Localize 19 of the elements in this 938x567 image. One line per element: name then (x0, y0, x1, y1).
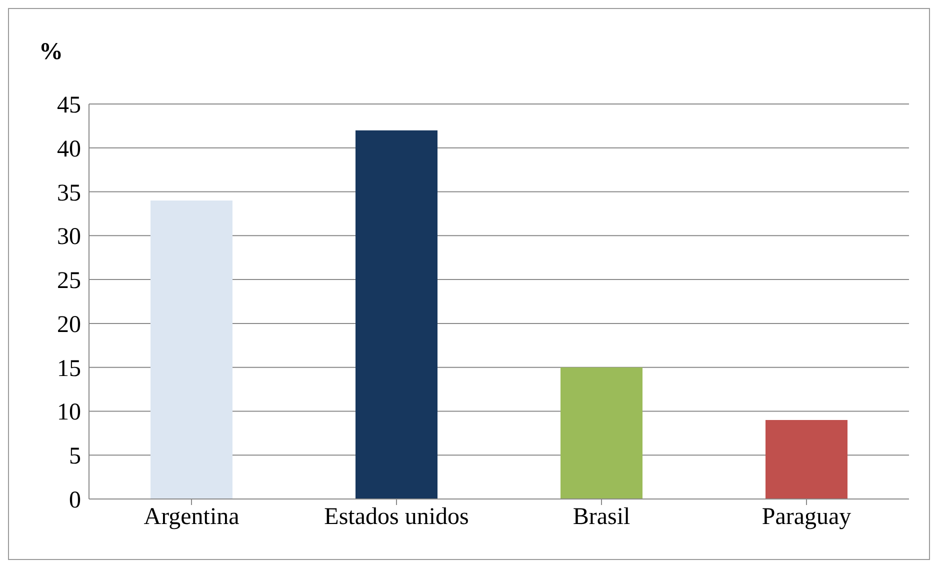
x-tick-label: Paraguay (762, 504, 852, 530)
x-tick-label: Argentina (144, 504, 240, 530)
y-tick-label: 30 (57, 224, 81, 250)
y-tick-label: 20 (57, 312, 81, 338)
x-tick-label: Estados unidos (324, 504, 469, 530)
x-tick-label: Brasil (572, 504, 630, 530)
y-tick-label: 15 (57, 356, 81, 382)
y-tick-label: 35 (57, 180, 81, 206)
y-tick-label: 45 (57, 92, 81, 119)
bar (766, 420, 848, 499)
bar (150, 200, 232, 499)
bar (560, 367, 642, 499)
y-axis-title: % (39, 39, 63, 66)
bar (356, 130, 438, 499)
y-tick-label: 40 (57, 136, 81, 162)
y-tick-label: 0 (69, 488, 81, 514)
y-tick-label: 25 (57, 268, 81, 294)
y-tick-label: 5 (69, 444, 81, 470)
y-tick-label: 10 (57, 400, 81, 426)
